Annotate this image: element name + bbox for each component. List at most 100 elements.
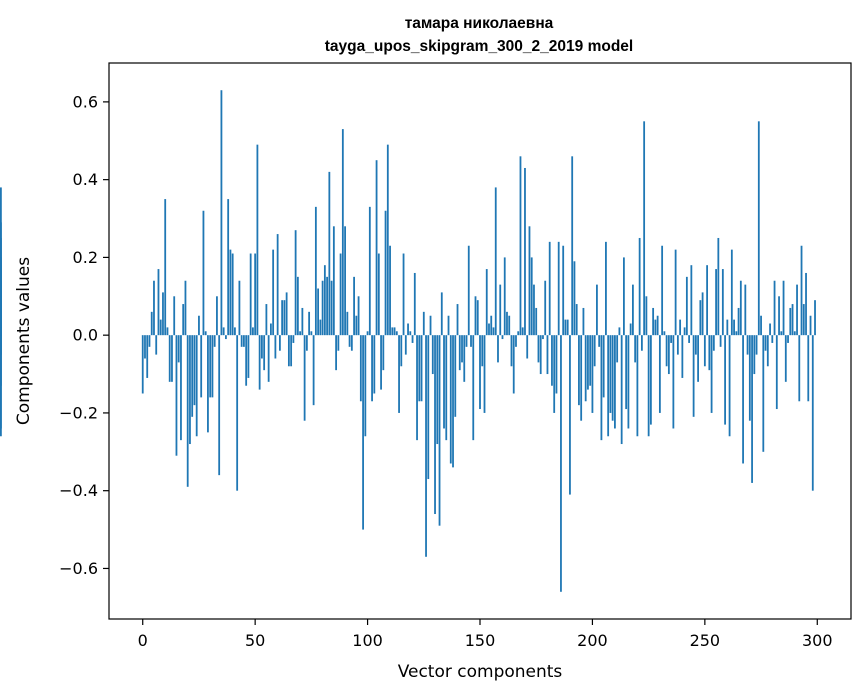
bar-209	[611, 335, 614, 421]
bar-185	[557, 241, 560, 336]
bar-187	[562, 245, 565, 336]
y-tick-label: −0.6	[59, 559, 98, 578]
bar-undefined	[0, 327, 2, 336]
bar-85	[332, 226, 335, 336]
bar-271	[751, 335, 753, 483]
bar-63	[283, 300, 286, 336]
bar-171	[526, 335, 529, 359]
bar-167	[517, 331, 520, 336]
bar-156	[492, 327, 495, 336]
bar-208	[609, 335, 612, 413]
bar-96	[357, 296, 360, 336]
bar-48	[249, 253, 252, 336]
bar-56	[267, 335, 270, 382]
bar-224	[645, 296, 648, 336]
bar-130	[434, 335, 436, 515]
bar-257	[719, 335, 722, 347]
bar-166	[515, 335, 517, 347]
bar-265	[737, 307, 740, 336]
bar-217	[629, 323, 632, 336]
bar-199	[589, 335, 592, 386]
bar-191	[571, 156, 574, 336]
bar-256	[717, 237, 720, 336]
plot-area-frame	[108, 62, 852, 620]
bar-142	[461, 335, 463, 363]
bar-42	[236, 335, 239, 491]
bar-29	[207, 335, 209, 433]
bar-181	[548, 241, 551, 336]
bar-286	[784, 335, 787, 382]
bar-100	[366, 331, 369, 336]
bar-206	[605, 241, 607, 336]
bar-213	[620, 335, 623, 445]
bar-1	[144, 335, 146, 359]
chart-title: тамара николаевна	[405, 15, 554, 32]
bar-28	[204, 331, 207, 336]
bar-236	[672, 335, 675, 429]
bar-17	[180, 335, 182, 441]
bar-23	[193, 335, 196, 406]
bar-202	[596, 284, 598, 336]
bar-36	[222, 327, 225, 336]
bar-227	[652, 307, 655, 336]
bar-111	[391, 327, 394, 336]
bar-299	[814, 300, 816, 336]
bar-12	[168, 335, 171, 382]
bar-278	[766, 335, 769, 367]
bar-15	[175, 335, 178, 456]
bar-255	[715, 269, 717, 336]
bar-135	[445, 335, 448, 441]
bar-105	[377, 253, 380, 336]
bar-120	[411, 335, 414, 343]
bar-94	[353, 276, 355, 336]
bar-143	[463, 335, 466, 382]
bar-83	[328, 171, 331, 336]
bar-145	[467, 245, 470, 336]
bar-123	[418, 335, 421, 402]
bar-108	[384, 210, 387, 336]
bar-210	[614, 335, 616, 429]
bar-212	[618, 327, 621, 336]
bar-74	[308, 311, 311, 336]
bar-245	[692, 335, 695, 417]
bar-91	[346, 311, 349, 336]
bar-128	[429, 315, 432, 336]
y-tick-label: −0.4	[59, 481, 98, 500]
x-tick-label: 150	[465, 631, 496, 650]
bar-287	[787, 335, 789, 343]
bar-66	[290, 335, 293, 367]
bar-0	[141, 335, 144, 394]
bar-80	[321, 280, 324, 336]
bar-152	[483, 335, 486, 413]
bar-20	[186, 335, 189, 487]
bar-136	[447, 315, 450, 336]
bar-57	[269, 323, 272, 336]
bar-44	[240, 335, 243, 347]
bar-139	[454, 335, 457, 417]
bar-71	[301, 307, 304, 336]
x-tick-label: 50	[245, 631, 265, 650]
bar-215	[625, 335, 628, 410]
bar-81	[323, 265, 326, 336]
bar-170	[524, 167, 526, 336]
bar-87	[337, 335, 340, 351]
bar-58	[272, 249, 275, 336]
bar-125	[422, 311, 425, 336]
bar-223	[643, 121, 646, 336]
bar-102	[371, 335, 373, 402]
bar-26	[200, 335, 203, 398]
bar-219	[634, 335, 637, 363]
bar-76	[312, 335, 315, 406]
x-tick-label: 250	[690, 631, 721, 650]
bar-200	[591, 335, 594, 413]
bar-160	[501, 335, 504, 340]
bar-228	[654, 319, 657, 336]
bar-51	[256, 144, 259, 336]
bar-155	[490, 315, 493, 336]
bar-33	[216, 296, 218, 336]
bar-284	[780, 331, 783, 336]
bar-218	[632, 284, 634, 336]
bar-137	[449, 335, 452, 464]
bar-93	[350, 335, 353, 351]
bar-214	[623, 257, 625, 336]
